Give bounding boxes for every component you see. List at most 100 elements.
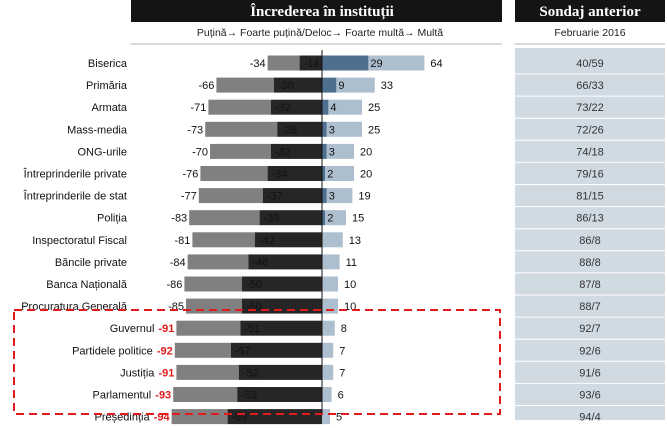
value-positive-total: 10 <box>344 301 356 313</box>
bar-very-little <box>299 55 322 71</box>
bar-very-little <box>262 188 322 204</box>
bar-very-much <box>322 166 326 181</box>
value-negative-total: -84 <box>170 257 186 269</box>
bar-much <box>322 276 338 292</box>
value-very-little: -51 <box>244 323 260 335</box>
value-very-little: -50 <box>246 279 262 291</box>
category-label: Biserica <box>88 58 128 70</box>
bar-much <box>322 364 334 380</box>
prev-survey-value: 93/6 <box>579 390 600 402</box>
value-negative-total: -83 <box>171 213 187 225</box>
value-very-little: -37 <box>267 191 283 203</box>
value-very-much: 3 <box>329 191 335 203</box>
bar-much <box>326 188 353 204</box>
value-negative-total: -70 <box>192 146 208 158</box>
value-positive-total: 6 <box>338 390 344 402</box>
bar-much <box>325 166 354 181</box>
value-very-little: -46 <box>252 257 268 269</box>
bar-very-little <box>267 166 322 181</box>
value-very-little: -42 <box>259 235 275 247</box>
bar-little <box>173 387 238 402</box>
prev-survey-value: 86/13 <box>576 213 604 225</box>
value-positive-total: 33 <box>381 80 393 92</box>
value-very-little: -14 <box>304 58 320 70</box>
prev-survey-value: 94/4 <box>579 412 600 424</box>
bar-much <box>322 342 334 358</box>
bar-very-much <box>322 210 326 226</box>
value-very-little: -52 <box>243 367 259 379</box>
category-label: Întreprinderile private <box>23 168 127 181</box>
prev-survey-value: 87/8 <box>579 279 600 291</box>
value-positive-total: 7 <box>339 367 345 379</box>
value-negative-total: -92 <box>157 345 173 357</box>
value-very-little: -50 <box>246 301 262 313</box>
bar-much <box>322 409 330 425</box>
bar-very-little <box>254 232 322 248</box>
value-negative-total: -93 <box>155 390 171 402</box>
value-very-little: -53 <box>241 390 257 402</box>
value-very-much: 9 <box>338 80 344 92</box>
category-label: Mass-media <box>67 124 128 136</box>
chart-title: Încrederea în instituții <box>250 3 394 20</box>
category-label: Procuratura Generală <box>21 301 128 313</box>
category-label: ONG-urile <box>77 146 127 158</box>
value-very-much: 29 <box>370 58 382 70</box>
prev-survey-value: 86/8 <box>579 235 600 247</box>
bar-much <box>368 55 425 71</box>
value-positive-total: 8 <box>341 323 347 335</box>
bar-little <box>192 232 255 248</box>
bar-little <box>189 210 260 226</box>
value-positive-total: 19 <box>358 191 370 203</box>
prev-survey-value: 92/7 <box>579 323 600 335</box>
bar-little <box>174 342 231 358</box>
category-label: Primăria <box>86 80 128 92</box>
bar-very-little <box>259 210 322 226</box>
bar-very-little <box>227 409 322 425</box>
prev-survey-panel <box>515 48 665 420</box>
value-very-little: -30 <box>278 80 294 92</box>
category-label: Parlamentul <box>92 390 151 402</box>
bar-very-little <box>277 121 322 137</box>
value-negative-total: -91 <box>158 323 174 335</box>
prev-header-bar <box>515 0 665 22</box>
prev-survey-value: 88/8 <box>579 257 600 269</box>
category-label: Poliția <box>97 213 128 225</box>
category-label: Inspectoratul Fiscal <box>32 235 127 247</box>
category-label: Armata <box>92 102 128 114</box>
bar-much <box>325 210 346 226</box>
prev-survey-value: 91/6 <box>579 367 600 379</box>
bar-very-little <box>270 143 322 159</box>
bar-very-much <box>322 77 337 93</box>
value-positive-total: 11 <box>346 257 357 269</box>
prev-survey-value: 79/16 <box>576 169 604 181</box>
value-positive-total: 10 <box>344 279 356 291</box>
bar-little <box>198 188 263 204</box>
bar-very-little <box>237 387 322 402</box>
bar-very-little <box>240 320 322 336</box>
prev-survey-value: 88/7 <box>579 301 600 313</box>
value-negative-total: -76 <box>182 169 198 181</box>
value-negative-total: -86 <box>166 279 182 291</box>
prev-survey-title: Sondaj anterior <box>539 4 641 20</box>
bar-little <box>205 121 278 137</box>
prev-survey-value: 40/59 <box>576 58 604 70</box>
bar-very-little <box>248 254 322 270</box>
prev-survey-value: 73/22 <box>576 102 604 114</box>
prev-survey-value: 74/18 <box>576 146 604 158</box>
bar-very-much <box>322 143 327 159</box>
value-very-little: -28 <box>281 124 297 136</box>
value-very-little: -32 <box>275 146 291 158</box>
category-label: Întreprinderile de stat <box>23 190 127 203</box>
bar-very-much <box>322 121 327 137</box>
value-very-much: 3 <box>329 124 335 136</box>
bar-very-little <box>238 364 322 380</box>
value-very-little: -57 <box>235 345 251 357</box>
value-positive-total: 5 <box>336 412 342 424</box>
prev-survey-value: 81/15 <box>576 191 604 203</box>
value-very-much: 2 <box>327 169 333 181</box>
category-label: Justiția <box>120 367 155 379</box>
bar-little <box>208 99 271 115</box>
bar-very-much <box>322 99 329 115</box>
bar-much <box>326 143 354 159</box>
value-negative-total: -81 <box>174 235 190 247</box>
